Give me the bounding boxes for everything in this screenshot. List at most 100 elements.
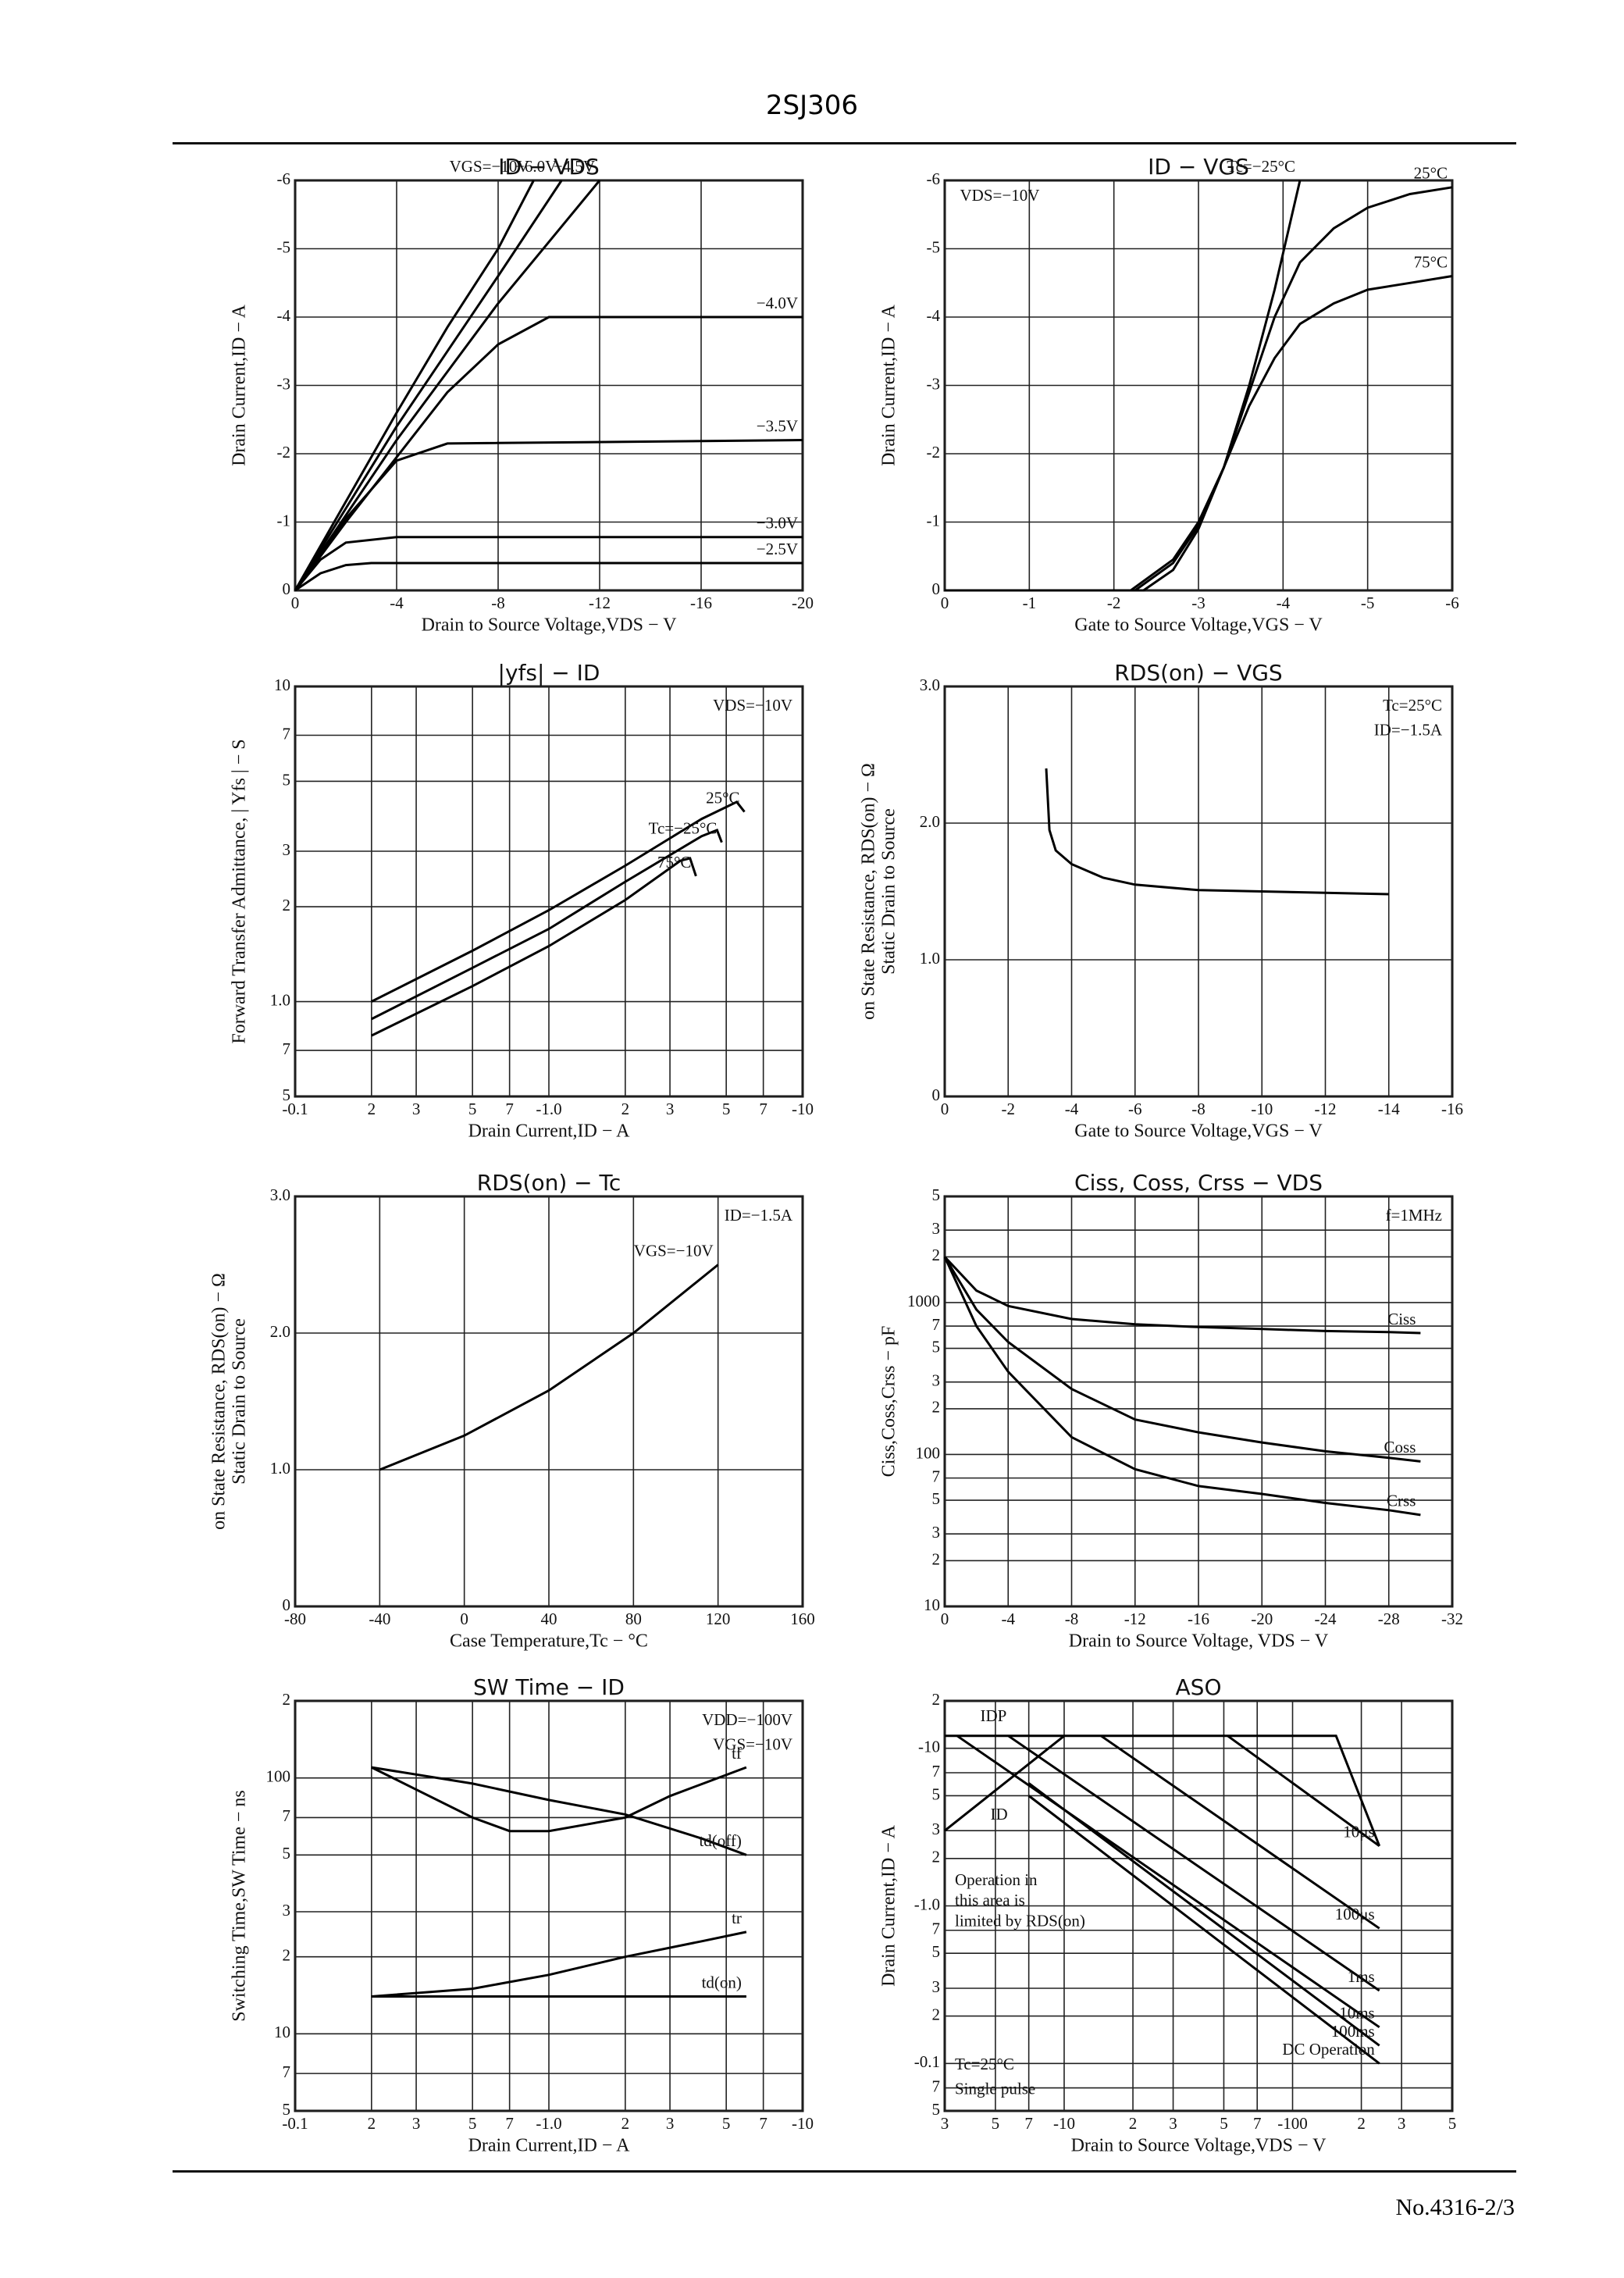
y-tick-label: 3 <box>932 1371 941 1389</box>
y-tick-label: 7 <box>283 724 291 743</box>
top-rule <box>173 142 1516 144</box>
y-tick-label: 1.0 <box>270 990 290 1009</box>
curve <box>379 1264 719 1471</box>
y-tick-label: 100 <box>916 1443 941 1462</box>
y-tick-label: -1 <box>277 511 291 529</box>
chart-title: |yfs| − ID <box>498 660 600 686</box>
x-axis-label: Drain to Source Voltage,VDS − V <box>1071 2136 1327 2156</box>
y-tick-label: 3 <box>932 1820 941 1838</box>
chart-title: SW Time − ID <box>473 1674 625 1700</box>
y-tick-label: 2.0 <box>270 1322 290 1341</box>
x-tick-label: 0 <box>460 1610 468 1628</box>
curve <box>294 180 535 591</box>
y-tick-label: 2 <box>932 1549 941 1568</box>
curve-label: DC Operation <box>1282 2040 1375 2059</box>
x-tick-label: -6 <box>1128 1100 1142 1118</box>
curve <box>1027 1782 1380 2047</box>
x-tick-label: 5 <box>722 2114 731 2133</box>
annotation: this area is <box>955 1891 1025 1909</box>
x-tick-label: 7 <box>1253 2114 1262 2133</box>
y-tick-label: 1000 <box>907 1292 940 1310</box>
y-tick-label: 10 <box>274 676 290 694</box>
y-tick-label: 2.0 <box>920 812 940 831</box>
y-tick-label: 2 <box>932 1848 941 1866</box>
x-tick-label: 3 <box>941 2114 949 2133</box>
x-tick-label: 0 <box>941 1610 949 1628</box>
annotation: Tc=25°C <box>955 2055 1014 2073</box>
x-tick-label: -10 <box>792 2114 814 2133</box>
y-tick-label: 0 <box>932 1086 941 1104</box>
y-tick-label: 2 <box>932 1246 941 1264</box>
x-tick-label: 40 <box>541 1610 557 1628</box>
curve <box>371 800 746 1003</box>
y-tick-label: -2 <box>277 443 291 462</box>
x-tick-label: 3 <box>1169 2114 1177 2133</box>
curve-label: tr <box>732 1909 742 1927</box>
curve <box>294 536 803 591</box>
x-axis-label: Case Temperature,Tc − °C <box>450 1631 648 1652</box>
y-tick-label: 3 <box>283 840 291 859</box>
page-title: 2SJ306 <box>765 90 859 121</box>
y-tick-label: 5 <box>283 1844 291 1863</box>
y-tick-label: 7 <box>283 1039 291 1058</box>
y-axis-label: Drain Current,ID − A <box>879 1824 899 1986</box>
x-tick-label: 0 <box>941 594 949 612</box>
annotation: ID=−1.5A <box>725 1206 793 1225</box>
x-tick-label: -4 <box>1002 1610 1016 1628</box>
y-tick-label: -6 <box>277 169 291 188</box>
y-tick-label: 1.0 <box>270 1459 290 1478</box>
x-tick-label: 160 <box>790 1610 815 1628</box>
y-tick-label: 5 <box>932 1337 941 1356</box>
x-tick-label: -2 <box>1002 1100 1016 1118</box>
y-axis-label: Static Drain to Source <box>879 808 899 975</box>
curve <box>294 561 803 592</box>
curve-label: 75°C <box>1414 252 1448 271</box>
x-tick-label: -12 <box>1124 1610 1146 1628</box>
y-axis-label: Ciss,Coss,Crss − pF <box>879 1326 899 1478</box>
x-tick-label: -8 <box>1191 1100 1206 1118</box>
curve-label: Crss <box>1387 1492 1416 1510</box>
y-tick-label: 3.0 <box>920 676 940 694</box>
curve-label: 10μs <box>1343 1823 1374 1841</box>
x-tick-label: -16 <box>690 594 712 612</box>
x-tick-label: 5 <box>722 1100 731 1118</box>
curve <box>294 180 563 591</box>
y-tick-label: 0 <box>283 579 291 598</box>
x-tick-label: 3 <box>666 2114 675 2133</box>
y-axis-label: Static Drain to Source <box>230 1318 250 1485</box>
y-axis-label: Forward Transfer Admittance, | Yfs | − S <box>230 739 250 1043</box>
curve <box>371 1930 747 1998</box>
x-tick-label: -4 <box>1065 1100 1079 1118</box>
y-tick-label: -2 <box>927 443 941 462</box>
annotation: ID=−1.5A <box>1374 721 1443 740</box>
curve-label: 25°C <box>1414 164 1448 183</box>
x-tick-label: -16 <box>1188 1610 1209 1628</box>
x-tick-label: 5 <box>992 2114 1000 2133</box>
annotation: ID <box>991 1805 1008 1823</box>
x-axis-label: Drain Current,ID − A <box>468 2136 630 2156</box>
x-tick-label: -12 <box>1315 1100 1337 1118</box>
curve <box>944 1734 1065 1832</box>
annotation: Single pulse <box>955 2080 1035 2098</box>
x-tick-label: -80 <box>284 1610 306 1628</box>
x-tick-label: 2 <box>621 1100 630 1118</box>
y-axis-label: Drain Current,ID − A <box>230 304 250 465</box>
y-tick-label: 5 <box>283 1086 291 1104</box>
x-tick-label: -10 <box>1053 2114 1075 2133</box>
x-tick-label: -1 <box>1023 594 1037 612</box>
x-tick-label: 7 <box>505 1100 514 1118</box>
curve-label: −2.5V <box>757 540 798 558</box>
x-tick-label: 7 <box>505 2114 514 2133</box>
y-tick-label: -5 <box>927 237 941 256</box>
curve <box>1007 1734 1380 1992</box>
x-axis-label: Drain to Source Voltage,VDS − V <box>422 615 678 636</box>
x-tick-label: -8 <box>1065 1610 1079 1628</box>
curve <box>945 275 1453 592</box>
x-tick-label: -3 <box>1191 594 1206 612</box>
y-tick-label: -5 <box>277 237 291 256</box>
annotation: VDS=−10V <box>713 696 792 715</box>
x-tick-label: -1.0 <box>536 1100 561 1118</box>
annotation: VGS=−10V <box>713 1735 792 1754</box>
y-tick-label: 3 <box>932 1977 941 1996</box>
curve <box>1227 1734 1380 1848</box>
